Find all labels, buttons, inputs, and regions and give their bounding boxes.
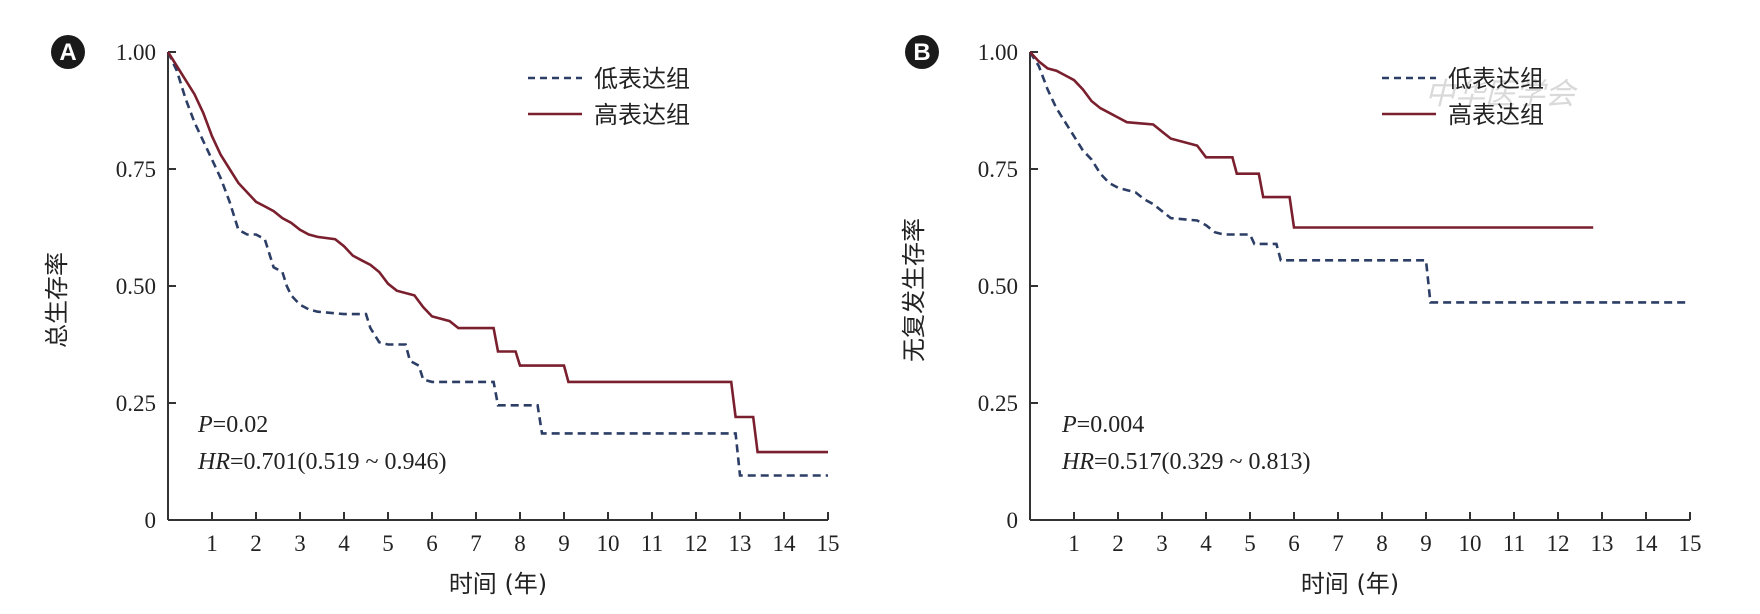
x-tick-label: 4 [338, 531, 350, 556]
x-tick-label: 4 [1200, 531, 1212, 556]
x-tick-label: 7 [470, 531, 482, 556]
p-label-a: P [197, 412, 213, 438]
hr-value-a: HR=0.701(0.519 ~ 0.946) [197, 449, 447, 475]
y-tick-label: 0.25 [978, 391, 1018, 416]
series-line-high-a [166, 51, 828, 454]
y-tick-label: 0.75 [116, 157, 156, 182]
x-tick-label: 7 [1332, 531, 1344, 556]
x-tick-label: 9 [1420, 531, 1432, 556]
legend-b-high-label: 高表达组 [1448, 101, 1544, 129]
x-tick-label: 9 [558, 531, 570, 556]
p-value-b: P=0.004 [1061, 412, 1144, 438]
hr-number-a: =0.701(0.519 ~ 0.946) [230, 449, 447, 475]
legend-a: 低表达组 高表达组 [528, 65, 690, 129]
panel-b-badge [905, 35, 939, 69]
x-tick-label: 10 [1459, 531, 1482, 556]
hr-label-a: HR [197, 449, 230, 475]
hr-label-b: HR [1061, 449, 1094, 475]
x-tick-label: 12 [685, 531, 708, 556]
x-tick-label: 11 [641, 531, 663, 556]
x-tick-label: 15 [1679, 531, 1702, 556]
x-tick-label: 5 [1244, 531, 1256, 556]
y-tick-label: 0.50 [978, 274, 1018, 299]
p-label-b: P [1061, 412, 1077, 438]
panel-b: B 无复发生存率 时间 (年) 00.250.500.751.001 2 3 4 5 6 7… [900, 35, 1702, 598]
p-number-a: =0.02 [213, 412, 269, 438]
p-value-a: P=0.02 [197, 412, 268, 438]
x-tick-label: 11 [1503, 531, 1525, 556]
axes-b: 00.250.500.751.001 2 3 4 5 6 7 8 9 10 11 12 13 14 15 [978, 40, 1702, 556]
x-tick-label: 14 [1635, 531, 1659, 556]
hr-number-b: =0.517(0.329 ~ 0.813) [1094, 449, 1311, 475]
legend-a-high-label: 高表达组 [594, 101, 690, 129]
hr-value-b: HR=0.517(0.329 ~ 0.813) [1061, 449, 1311, 475]
y-tick-label: 1.00 [978, 40, 1018, 65]
x-tick-label: 8 [1376, 531, 1388, 556]
x-tick-label: 15 [817, 531, 840, 556]
y-tick-label: 0 [145, 508, 157, 533]
series-line-low-b [1028, 51, 1690, 304]
y-tick-label: 1.00 [116, 40, 156, 65]
panel-a-badge [51, 35, 85, 69]
x-tick-label: 14 [773, 531, 797, 556]
x-tick-label: 3 [294, 531, 306, 556]
y-tick-label: 0 [1007, 508, 1019, 533]
p-number-b: =0.004 [1077, 412, 1145, 438]
x-tick-label: 13 [1591, 531, 1614, 556]
series-b [1028, 51, 1690, 304]
x-tick-label: 13 [729, 531, 752, 556]
legend-b: 低表达组 高表达组 [1382, 65, 1544, 129]
panel-b-letter: B [913, 39, 930, 66]
y-tick-label: 0.50 [116, 274, 156, 299]
x-tick-label: 2 [1112, 531, 1124, 556]
x-tick-label: 6 [426, 531, 438, 556]
panel-a-letter: A [59, 39, 76, 66]
x-tick-label: 1 [206, 531, 218, 556]
x-tick-label: 1 [1068, 531, 1080, 556]
legend-a-low-label: 低表达组 [594, 65, 690, 93]
x-axis-label-b: 时间 (年) [1301, 570, 1399, 598]
legend-b-low-label: 低表达组 [1448, 65, 1544, 93]
x-axis-label-a: 时间 (年) [449, 570, 547, 598]
axes-a: 00.250.500.751.001 2 3 4 5 6 7 8 9 10 11 12 13 14 15 [116, 40, 840, 556]
y-axis-label-b: 无复发生存率 [900, 218, 928, 362]
series-line-high-b [1029, 51, 1594, 229]
x-tick-label: 2 [250, 531, 262, 556]
x-tick-label: 10 [597, 531, 620, 556]
series-a [166, 51, 828, 477]
y-axis-label-a: 总生存率 [43, 252, 71, 348]
panel-a: A 总生存率 时间 (年) 00.250.500.751.001 2 3 4 5 6 7 8 9… [43, 35, 840, 598]
x-tick-label: 3 [1156, 531, 1168, 556]
x-tick-label: 6 [1288, 531, 1300, 556]
y-tick-label: 0.25 [116, 391, 156, 416]
x-tick-label: 12 [1547, 531, 1570, 556]
watermark: 中华医学会 [1425, 77, 1578, 112]
x-tick-label: 5 [382, 531, 394, 556]
x-tick-label: 8 [514, 531, 526, 556]
y-tick-label: 0.75 [978, 157, 1018, 182]
series-line-low-a [166, 51, 828, 477]
